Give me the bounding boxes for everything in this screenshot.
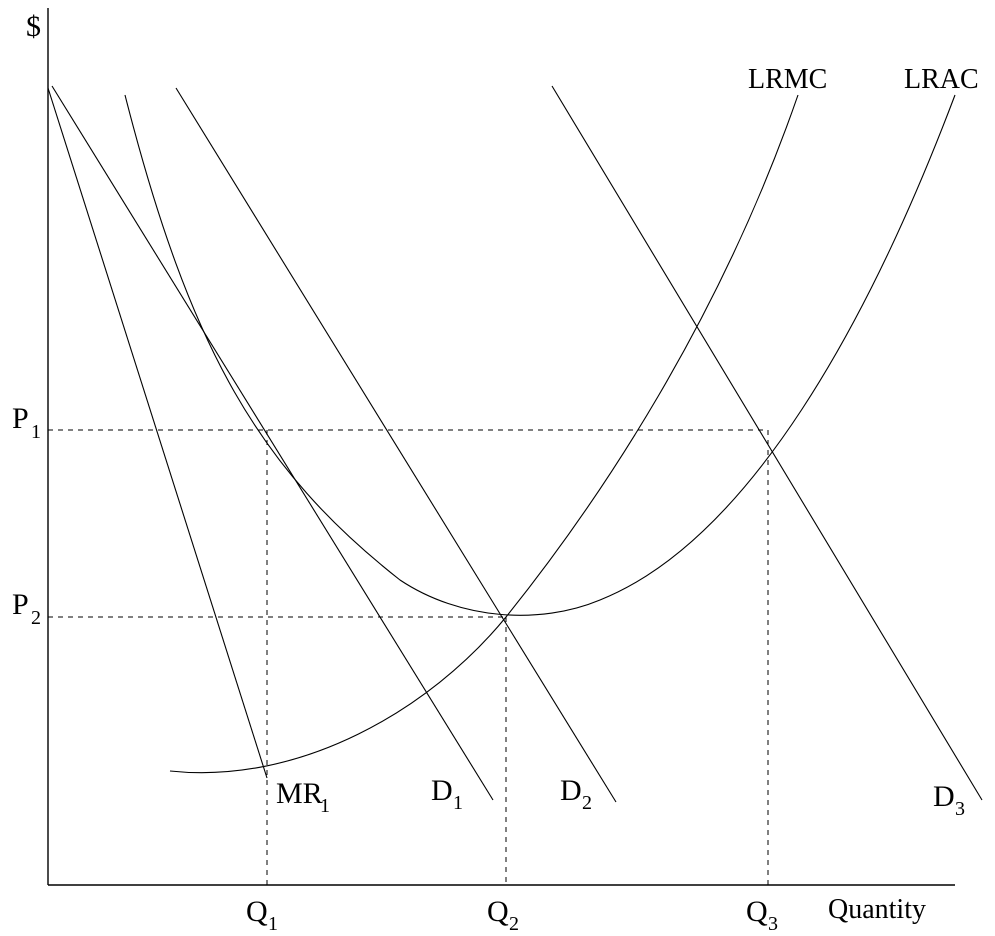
- q2-label: Q: [487, 895, 509, 928]
- p2-label: P: [12, 588, 29, 621]
- q2-label-subscript: 2: [509, 913, 519, 935]
- y-axis-label: $: [26, 10, 41, 43]
- mr1-curve: [47, 87, 268, 779]
- d3-curve: [551, 85, 983, 801]
- d1-label-subscript: 1: [453, 792, 463, 814]
- lrmc-label: LRMC: [748, 64, 827, 95]
- q3-label: Q: [746, 895, 768, 928]
- q1-label-subscript: 1: [268, 913, 278, 935]
- mr1-label-subscript: 1: [320, 795, 330, 817]
- p1-label: P: [12, 402, 29, 435]
- d2-label-subscript: 2: [582, 792, 592, 814]
- d2-label: D: [560, 774, 582, 807]
- p1-label-subscript: 1: [31, 421, 41, 443]
- x-axis-label: Quantity: [828, 894, 926, 925]
- mr1-label: MR: [276, 777, 323, 810]
- d3-label: D: [933, 780, 955, 813]
- q3-label-subscript: 3: [768, 913, 778, 935]
- d1-label: D: [431, 774, 453, 807]
- p2-label-subscript: 2: [31, 607, 41, 629]
- d3-label-subscript: 3: [955, 798, 965, 820]
- d2-curve: [175, 87, 617, 803]
- d1-curve: [51, 85, 494, 801]
- lrmc-curve: [169, 94, 799, 774]
- q1-label: Q: [246, 895, 268, 928]
- lrac-label: LRAC: [904, 64, 979, 95]
- lrac-curve: [124, 94, 956, 616]
